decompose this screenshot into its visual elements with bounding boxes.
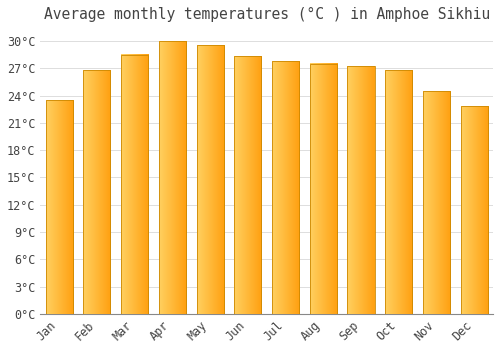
Bar (385, 70, 412, 314)
Bar (460, 106, 488, 314)
Bar (159, 41, 186, 314)
Bar (121, 55, 148, 314)
Bar (272, 61, 299, 314)
Bar (348, 66, 374, 314)
Bar (310, 64, 337, 314)
Bar (196, 46, 224, 314)
Bar (46, 100, 73, 314)
Title: Average monthly temperatures (°C ) in Amphoe Sikhiu: Average monthly temperatures (°C ) in Am… (44, 7, 490, 22)
Bar (84, 70, 110, 314)
Bar (234, 56, 262, 314)
Bar (423, 91, 450, 314)
